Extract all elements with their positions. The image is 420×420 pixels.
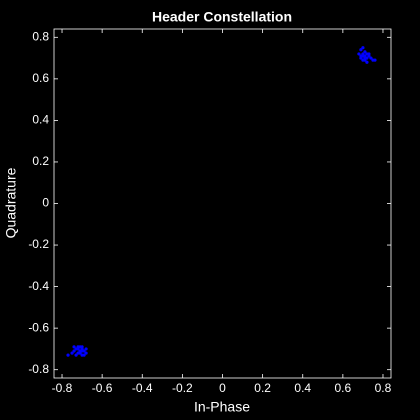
point [80,349,84,353]
y-tick-label: 0.6 [32,71,49,85]
x-axis-label: In-Phase [194,399,250,415]
point [363,56,367,60]
point [82,353,86,357]
y-tick-label: -0.6 [28,320,49,334]
point [70,351,74,355]
y-tick-label: 0.2 [32,154,49,168]
point [78,351,82,355]
x-tick-label: 0.4 [294,381,311,395]
y-tick-label: 0.4 [32,113,49,127]
point [363,50,367,54]
y-tick-label: -0.8 [28,362,49,376]
point [359,54,363,58]
x-tick-label: 0 [219,381,226,395]
point [365,60,369,64]
y-tick-label: -0.4 [28,279,49,293]
point [72,349,76,353]
x-tick-label: 0.2 [254,381,271,395]
point [359,48,363,52]
y-tick-label: 0.8 [32,29,49,43]
x-tick-label: -0.4 [132,381,153,395]
point [361,46,365,50]
x-tick-label: -0.2 [172,381,193,395]
point [373,58,377,62]
point [365,52,369,56]
y-axis-label: Quadrature [3,167,19,238]
point [84,347,88,351]
chart-title: Header Constellation [152,9,292,25]
x-tick-label: -0.6 [92,381,113,395]
point [369,56,373,60]
point [76,347,80,351]
point [84,351,88,355]
point [66,353,70,357]
point [357,52,361,56]
point [80,345,84,349]
point [74,353,78,357]
x-tick-label: 0.8 [375,381,392,395]
point [72,345,76,349]
x-tick-label: 0.6 [335,381,352,395]
y-tick-label: -0.2 [28,237,49,251]
y-tick-label: 0 [42,196,49,210]
x-tick-label: -0.8 [52,381,73,395]
